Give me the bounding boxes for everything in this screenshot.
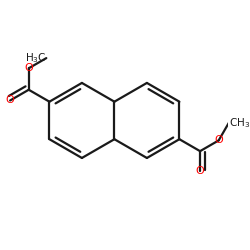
Text: CH$_3$: CH$_3$ <box>229 116 250 130</box>
Text: H$_3$C: H$_3$C <box>25 51 46 65</box>
Text: O: O <box>196 166 204 176</box>
Text: O: O <box>214 136 223 145</box>
Text: O: O <box>24 63 33 73</box>
Text: O: O <box>6 96 14 106</box>
